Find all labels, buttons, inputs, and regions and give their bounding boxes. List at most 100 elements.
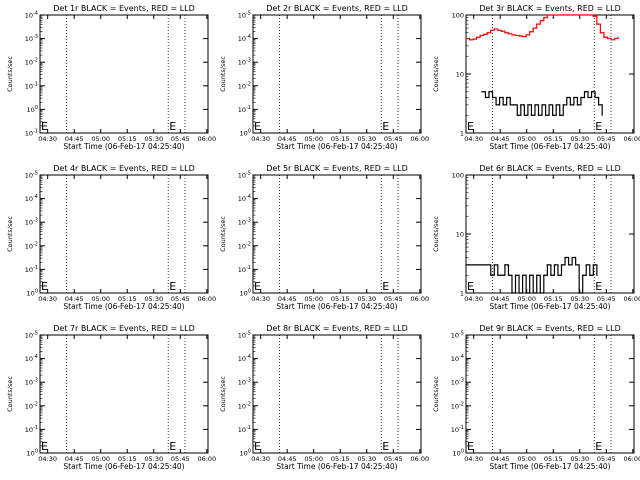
plot-frame [39,14,209,134]
y-tick-exponent: -2 [33,58,38,64]
data-point [560,14,563,16]
x-tick-label: 05:00 [304,295,323,303]
x-tick-label: 05:15 [331,295,350,303]
data-point [550,14,552,16]
data-point [518,35,520,37]
panel-title: Det 7r BLACK = Events, RED = LLD [53,324,195,333]
y-tick-base: 1 [460,290,464,298]
x-tick-label: 04:30 [251,295,270,303]
x-tick-label: 04:30 [38,295,57,303]
y-tick-exponent: -1 [246,265,251,271]
y-tick-base: 10 [238,266,246,274]
x-tick-label: 05:00 [91,135,110,143]
data-point [468,39,471,41]
data-point [529,274,531,276]
data-point [580,96,582,99]
data-point [468,264,471,266]
panel-title: Det 2r BLACK = Events, RED = LLD [266,4,408,13]
data-point [476,36,478,38]
y-tick-base: 10 [25,59,33,67]
y-tick-label: 10-2 [238,81,251,90]
marker-right: E [382,440,389,453]
x-tick-label: 05:45 [384,455,403,463]
y-tick-exponent: -4 [33,11,38,17]
y-tick-base: 100 [452,12,464,20]
y-tick-label: 10-4 [238,194,251,203]
x-tick-label: 05:15 [118,135,137,143]
x-tick-label: 04:45 [278,295,297,303]
x-tick-label: 06:00 [410,295,429,303]
data-point [525,34,527,36]
y-tick-label: 10-1 [451,425,464,434]
data-point [527,104,529,106]
data-point [490,29,492,31]
data-point [521,36,524,38]
y-tick-label: 10-4 [25,11,38,20]
x-tick-label: 05:00 [517,135,536,143]
y-tick-label: 10-1 [238,105,251,114]
y-tick-base: 10 [27,290,35,298]
data-point [578,14,580,16]
data-point [564,14,566,16]
data-point [562,104,564,106]
y-tick-exponent: -2 [33,401,38,407]
y-tick-label: 100 [27,449,38,458]
data-point [504,264,506,266]
y-tick-exponent: -1 [459,425,464,431]
y-tick-label: 10-1 [25,129,38,138]
data-point [567,264,570,266]
data-point [532,27,534,29]
x-tick-label: 04:45 [65,135,84,143]
y-tick-exponent: 0 [35,105,38,111]
y-tick-exponent: -4 [246,354,251,360]
x-tick-label: 05:00 [91,455,110,463]
data-point [507,274,510,276]
y-tick-label: 10-4 [451,354,464,363]
y-tick-base: 10 [25,12,33,20]
x-axis-label: Start Time (06-Feb-17 04:25:40) [63,462,184,471]
y-tick-label: 10-2 [451,401,464,410]
data-point [483,33,485,35]
y-tick-exponent: -2 [33,241,38,247]
data-point [476,264,478,266]
x-tick-label: 05:00 [517,455,536,463]
data-point [552,114,554,116]
data-point [506,96,508,99]
x-tick-label: 06:00 [197,455,216,463]
y-tick-label: 10 [456,71,464,79]
x-axis-label: Start Time (06-Feb-17 04:25:40) [489,462,610,471]
y-tick-label: 10-4 [238,354,251,363]
x-tick-label: 04:30 [464,295,483,303]
y-tick-exponent: -3 [246,218,251,224]
y-tick-exponent: 0 [248,289,251,295]
data-point [589,14,591,16]
y-tick-exponent: 0 [35,449,38,455]
data-point [523,114,525,116]
y-tick-label: 10-1 [25,265,38,274]
y-tick-base: 10 [451,379,459,387]
x-tick-label: 05:30 [570,295,589,303]
y-tick-label: 10-3 [238,378,251,387]
data-point [516,114,518,116]
detector-panel: Det 6r BLACK = Events, RED = LLD 04:30 04:… [432,164,640,311]
x-tick-label: 05:30 [570,455,589,463]
panel-title: Det 6r BLACK = Events, RED = LLD [479,164,621,173]
y-tick-exponent: -5 [246,11,251,17]
y-tick-exponent: -4 [33,194,38,200]
x-tick-label: 05:00 [91,295,110,303]
data-point [486,264,488,266]
data-point [617,36,619,38]
y-tick-base: 10 [238,242,246,250]
marker-right: E [595,280,602,293]
y-tick-label: 100 [240,129,251,138]
panel-title: Det 1r BLACK = Events, RED = LLD [53,4,195,13]
y-tick-base: 10 [451,402,459,410]
marker-left: E [41,120,48,133]
data-point [486,32,488,34]
y-tick-label: 10-5 [25,331,38,340]
y-tick-exponent: -1 [33,265,38,271]
x-tick-label: 04:45 [491,135,510,143]
data-point [569,104,571,106]
y-tick-label: 10-5 [238,331,251,340]
